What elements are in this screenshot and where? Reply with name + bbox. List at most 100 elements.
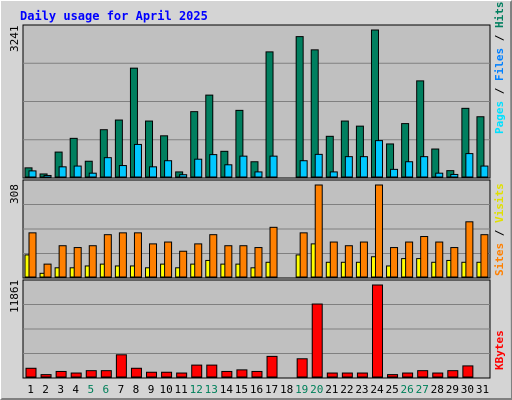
- bar-sites-day-2: [43, 263, 52, 278]
- top-legend: Pages / Files / Hits: [493, 2, 506, 135]
- bar-sites-day-7: [118, 232, 127, 278]
- bar-files-day-13: [209, 154, 218, 178]
- svg-text:Sites / Visits: Sites / Visits: [493, 183, 506, 276]
- bar-kbytes-day-9: [146, 371, 158, 378]
- x-tick-label-29: 29: [446, 383, 459, 396]
- bar-kbytes-day-11: [176, 372, 188, 378]
- top-ymax-label: 3241: [8, 26, 21, 53]
- x-tick-label-14: 14: [220, 383, 234, 396]
- bar-sites-day-26: [405, 241, 414, 278]
- x-tick-label-1: 1: [27, 383, 34, 396]
- bar-kbytes-day-26: [402, 372, 414, 378]
- legend-kbytes: KBytes: [493, 330, 506, 370]
- bar-files-day-20: [314, 153, 323, 178]
- bar-sites-day-1: [28, 232, 37, 278]
- bar-files-day-4: [73, 165, 82, 178]
- bar-files-day-1: [28, 170, 37, 178]
- bar-sites-day-24: [374, 184, 383, 278]
- chart-title: Daily usage for April 2025: [20, 9, 208, 23]
- x-tick-label-30: 30: [461, 383, 474, 396]
- bar-kbytes-day-4: [70, 372, 82, 378]
- bar-files-day-24: [374, 140, 383, 178]
- svg-text:KBytes: KBytes: [493, 330, 506, 370]
- bar-kbytes-day-15: [236, 369, 248, 378]
- bar-kbytes-day-23: [356, 372, 368, 378]
- bar-sites-day-25: [390, 247, 399, 278]
- x-tick-label-20: 20: [310, 383, 323, 396]
- x-tick-label-19: 19: [295, 383, 308, 396]
- x-tick-label-23: 23: [355, 383, 368, 396]
- bar-files-day-2: [43, 174, 52, 178]
- bar-kbytes-day-14: [221, 370, 233, 378]
- bar-sites-day-10: [164, 241, 173, 278]
- bar-sites-day-8: [133, 232, 142, 278]
- legend-files: Files: [493, 48, 506, 81]
- bar-sites-day-16: [254, 247, 263, 278]
- bottom-legend: KBytes: [493, 330, 506, 370]
- x-tick-label-16: 16: [250, 383, 263, 396]
- bar-kbytes-day-28: [432, 372, 444, 378]
- legend-pages: Pages: [493, 101, 506, 134]
- x-tick-label-11: 11: [175, 383, 188, 396]
- bar-kbytes-day-17: [266, 355, 278, 378]
- bar-kbytes-day-3: [55, 370, 67, 378]
- bar-files-day-6: [103, 157, 112, 178]
- x-tick-label-21: 21: [325, 383, 338, 396]
- bar-kbytes-day-1: [25, 367, 37, 378]
- x-tick-label-24: 24: [370, 383, 384, 396]
- bar-sites-day-3: [58, 245, 67, 278]
- bar-sites-day-21: [329, 241, 338, 278]
- bar-sites-day-13: [209, 234, 218, 278]
- bar-kbytes-day-19: [296, 358, 308, 378]
- bar-sites-day-31: [480, 234, 489, 278]
- bar-kbytes-day-22: [341, 372, 353, 378]
- bar-files-day-11: [179, 174, 188, 178]
- bar-files-day-30: [465, 153, 474, 178]
- bar-sites-day-19: [299, 232, 308, 278]
- x-tick-label-15: 15: [235, 383, 248, 396]
- bar-files-day-9: [149, 166, 158, 178]
- x-tick-label-22: 22: [340, 383, 353, 396]
- bar-kbytes-day-24: [371, 284, 383, 378]
- bar-files-day-25: [390, 168, 399, 178]
- bar-sites-day-17: [269, 226, 278, 278]
- bar-sites-day-22: [344, 245, 353, 278]
- bar-files-day-31: [480, 165, 489, 178]
- bar-files-day-23: [359, 156, 368, 178]
- bar-kbytes-day-5: [85, 370, 97, 378]
- bar-kbytes-day-16: [251, 370, 263, 378]
- bar-sites-day-23: [359, 241, 368, 278]
- bar-sites-day-20: [314, 184, 323, 278]
- bar-kbytes-day-10: [161, 371, 173, 378]
- bar-files-day-15: [239, 155, 248, 178]
- bar-files-day-16: [254, 171, 263, 178]
- middle-legend: Sites / Visits: [493, 183, 506, 276]
- bar-files-day-27: [420, 156, 429, 178]
- bar-sites-day-6: [103, 234, 112, 278]
- x-tick-label-2: 2: [42, 383, 49, 396]
- x-tick-label-28: 28: [431, 383, 444, 396]
- x-tick-label-6: 6: [103, 383, 110, 396]
- bar-sites-day-14: [224, 245, 233, 278]
- bar-files-day-10: [164, 160, 173, 178]
- panel-middle: [22, 179, 491, 279]
- x-tick-label-4: 4: [72, 383, 79, 396]
- bar-kbytes-day-13: [206, 364, 218, 378]
- x-tick-label-7: 7: [118, 383, 125, 396]
- bar-files-day-8: [133, 143, 142, 178]
- bar-kbytes-day-6: [100, 370, 112, 378]
- bar-sites-day-12: [194, 243, 203, 278]
- x-tick-label-5: 5: [87, 383, 94, 396]
- bar-sites-day-11: [179, 250, 188, 278]
- bar-kbytes-day-27: [417, 370, 429, 378]
- panel-top: [22, 24, 491, 179]
- x-tick-label-10: 10: [159, 383, 172, 396]
- bar-kbytes-day-30: [462, 365, 474, 378]
- x-axis-day-labels: 1 2 3 4 5 6 7 8 9 10 11 12 13 14 15 16 17 18 19 20 21 22 23 24 2…: [27, 383, 489, 396]
- x-tick-label-26: 26: [401, 383, 414, 396]
- bar-hits-day-19: [295, 36, 304, 178]
- bar-kbytes-day-25: [387, 374, 399, 378]
- bar-kbytes-day-29: [447, 370, 459, 378]
- bar-files-day-26: [405, 161, 414, 178]
